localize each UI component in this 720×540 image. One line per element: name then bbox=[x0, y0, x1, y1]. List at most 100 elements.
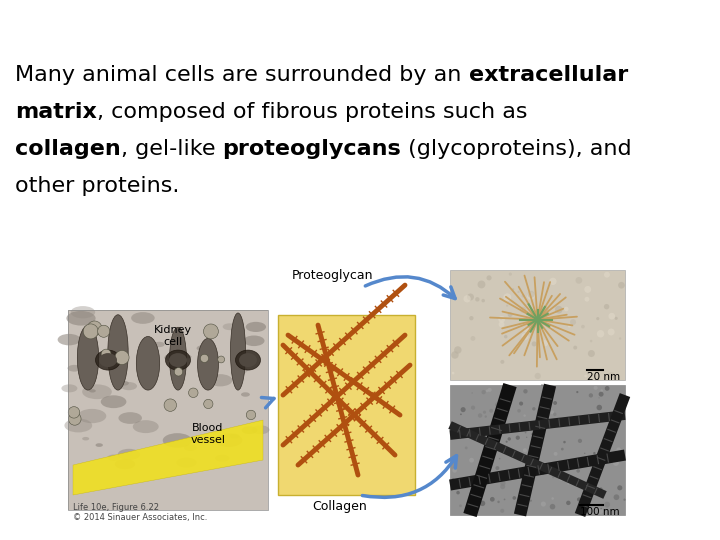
Circle shape bbox=[616, 447, 621, 452]
Text: Proteoglycan: Proteoglycan bbox=[292, 269, 374, 282]
Circle shape bbox=[486, 389, 489, 392]
Bar bbox=[450, 385, 625, 515]
Circle shape bbox=[603, 453, 607, 457]
Circle shape bbox=[615, 317, 618, 320]
Circle shape bbox=[529, 444, 535, 450]
Circle shape bbox=[600, 508, 602, 509]
Circle shape bbox=[596, 405, 602, 410]
Circle shape bbox=[584, 487, 590, 493]
Circle shape bbox=[478, 413, 482, 418]
Circle shape bbox=[490, 497, 495, 502]
Ellipse shape bbox=[208, 374, 233, 387]
Circle shape bbox=[499, 458, 500, 460]
Circle shape bbox=[600, 389, 603, 392]
Text: Blood
vessel: Blood vessel bbox=[191, 423, 225, 445]
Text: 100 nm: 100 nm bbox=[580, 507, 620, 517]
Ellipse shape bbox=[169, 400, 176, 403]
Circle shape bbox=[559, 476, 564, 481]
Circle shape bbox=[575, 277, 582, 284]
Circle shape bbox=[552, 476, 554, 478]
Circle shape bbox=[500, 484, 505, 489]
Text: , composed of fibrous proteins such as: , composed of fibrous proteins such as bbox=[97, 102, 527, 122]
Circle shape bbox=[597, 378, 599, 381]
Circle shape bbox=[523, 448, 527, 453]
Text: Life 10e, Figure 6.22
© 2014 Sinauer Associates, Inc.: Life 10e, Figure 6.22 © 2014 Sinauer Ass… bbox=[73, 503, 207, 522]
Circle shape bbox=[604, 502, 610, 508]
Text: Kidney
cell: Kidney cell bbox=[154, 325, 192, 347]
Circle shape bbox=[505, 476, 508, 479]
Circle shape bbox=[618, 282, 625, 288]
Circle shape bbox=[613, 460, 619, 466]
Circle shape bbox=[578, 438, 582, 443]
Circle shape bbox=[566, 478, 570, 482]
Circle shape bbox=[498, 501, 500, 503]
Circle shape bbox=[516, 436, 520, 440]
Circle shape bbox=[508, 312, 513, 317]
Circle shape bbox=[505, 441, 508, 443]
Ellipse shape bbox=[120, 381, 129, 386]
Circle shape bbox=[531, 435, 533, 437]
Circle shape bbox=[464, 295, 471, 302]
Circle shape bbox=[563, 441, 566, 443]
Ellipse shape bbox=[166, 350, 191, 370]
Circle shape bbox=[535, 441, 536, 443]
Circle shape bbox=[469, 492, 472, 495]
Circle shape bbox=[451, 351, 459, 359]
Circle shape bbox=[541, 384, 543, 386]
Circle shape bbox=[469, 458, 474, 463]
Circle shape bbox=[217, 356, 225, 363]
Circle shape bbox=[68, 407, 80, 418]
Bar bbox=[68, 310, 268, 510]
Circle shape bbox=[530, 500, 532, 502]
Ellipse shape bbox=[82, 384, 112, 399]
Circle shape bbox=[599, 488, 603, 491]
Circle shape bbox=[559, 474, 562, 475]
Circle shape bbox=[471, 336, 475, 341]
Circle shape bbox=[554, 452, 557, 456]
Ellipse shape bbox=[117, 449, 140, 460]
Circle shape bbox=[561, 448, 564, 450]
Circle shape bbox=[461, 482, 466, 488]
Circle shape bbox=[517, 409, 521, 413]
Circle shape bbox=[204, 400, 213, 409]
Circle shape bbox=[598, 508, 603, 514]
Circle shape bbox=[506, 305, 508, 307]
Circle shape bbox=[491, 440, 496, 445]
Circle shape bbox=[528, 453, 532, 458]
Circle shape bbox=[528, 329, 531, 333]
Ellipse shape bbox=[215, 455, 230, 462]
Circle shape bbox=[501, 420, 504, 423]
Circle shape bbox=[489, 409, 493, 413]
Circle shape bbox=[528, 291, 535, 298]
Circle shape bbox=[577, 497, 581, 502]
Ellipse shape bbox=[169, 353, 187, 367]
Circle shape bbox=[523, 414, 526, 417]
Circle shape bbox=[454, 346, 462, 354]
Circle shape bbox=[174, 368, 183, 376]
Text: extracellular: extracellular bbox=[469, 65, 628, 85]
Circle shape bbox=[526, 437, 527, 438]
Circle shape bbox=[608, 313, 615, 320]
Circle shape bbox=[502, 386, 504, 388]
Circle shape bbox=[68, 413, 81, 425]
Circle shape bbox=[589, 393, 593, 397]
Text: matrix: matrix bbox=[15, 102, 97, 122]
Circle shape bbox=[451, 372, 454, 374]
Circle shape bbox=[471, 406, 475, 410]
Circle shape bbox=[497, 473, 498, 474]
Ellipse shape bbox=[229, 434, 240, 438]
Circle shape bbox=[608, 328, 615, 335]
Circle shape bbox=[461, 407, 466, 412]
Circle shape bbox=[520, 307, 526, 313]
Text: (glycoproteins), and: (glycoproteins), and bbox=[401, 139, 631, 159]
Ellipse shape bbox=[108, 315, 128, 390]
Circle shape bbox=[527, 292, 535, 300]
Circle shape bbox=[500, 318, 503, 320]
Circle shape bbox=[496, 424, 500, 429]
Circle shape bbox=[513, 496, 516, 500]
Ellipse shape bbox=[119, 412, 142, 424]
Ellipse shape bbox=[114, 459, 135, 469]
Circle shape bbox=[518, 426, 523, 431]
Circle shape bbox=[585, 297, 590, 302]
Circle shape bbox=[504, 335, 508, 339]
